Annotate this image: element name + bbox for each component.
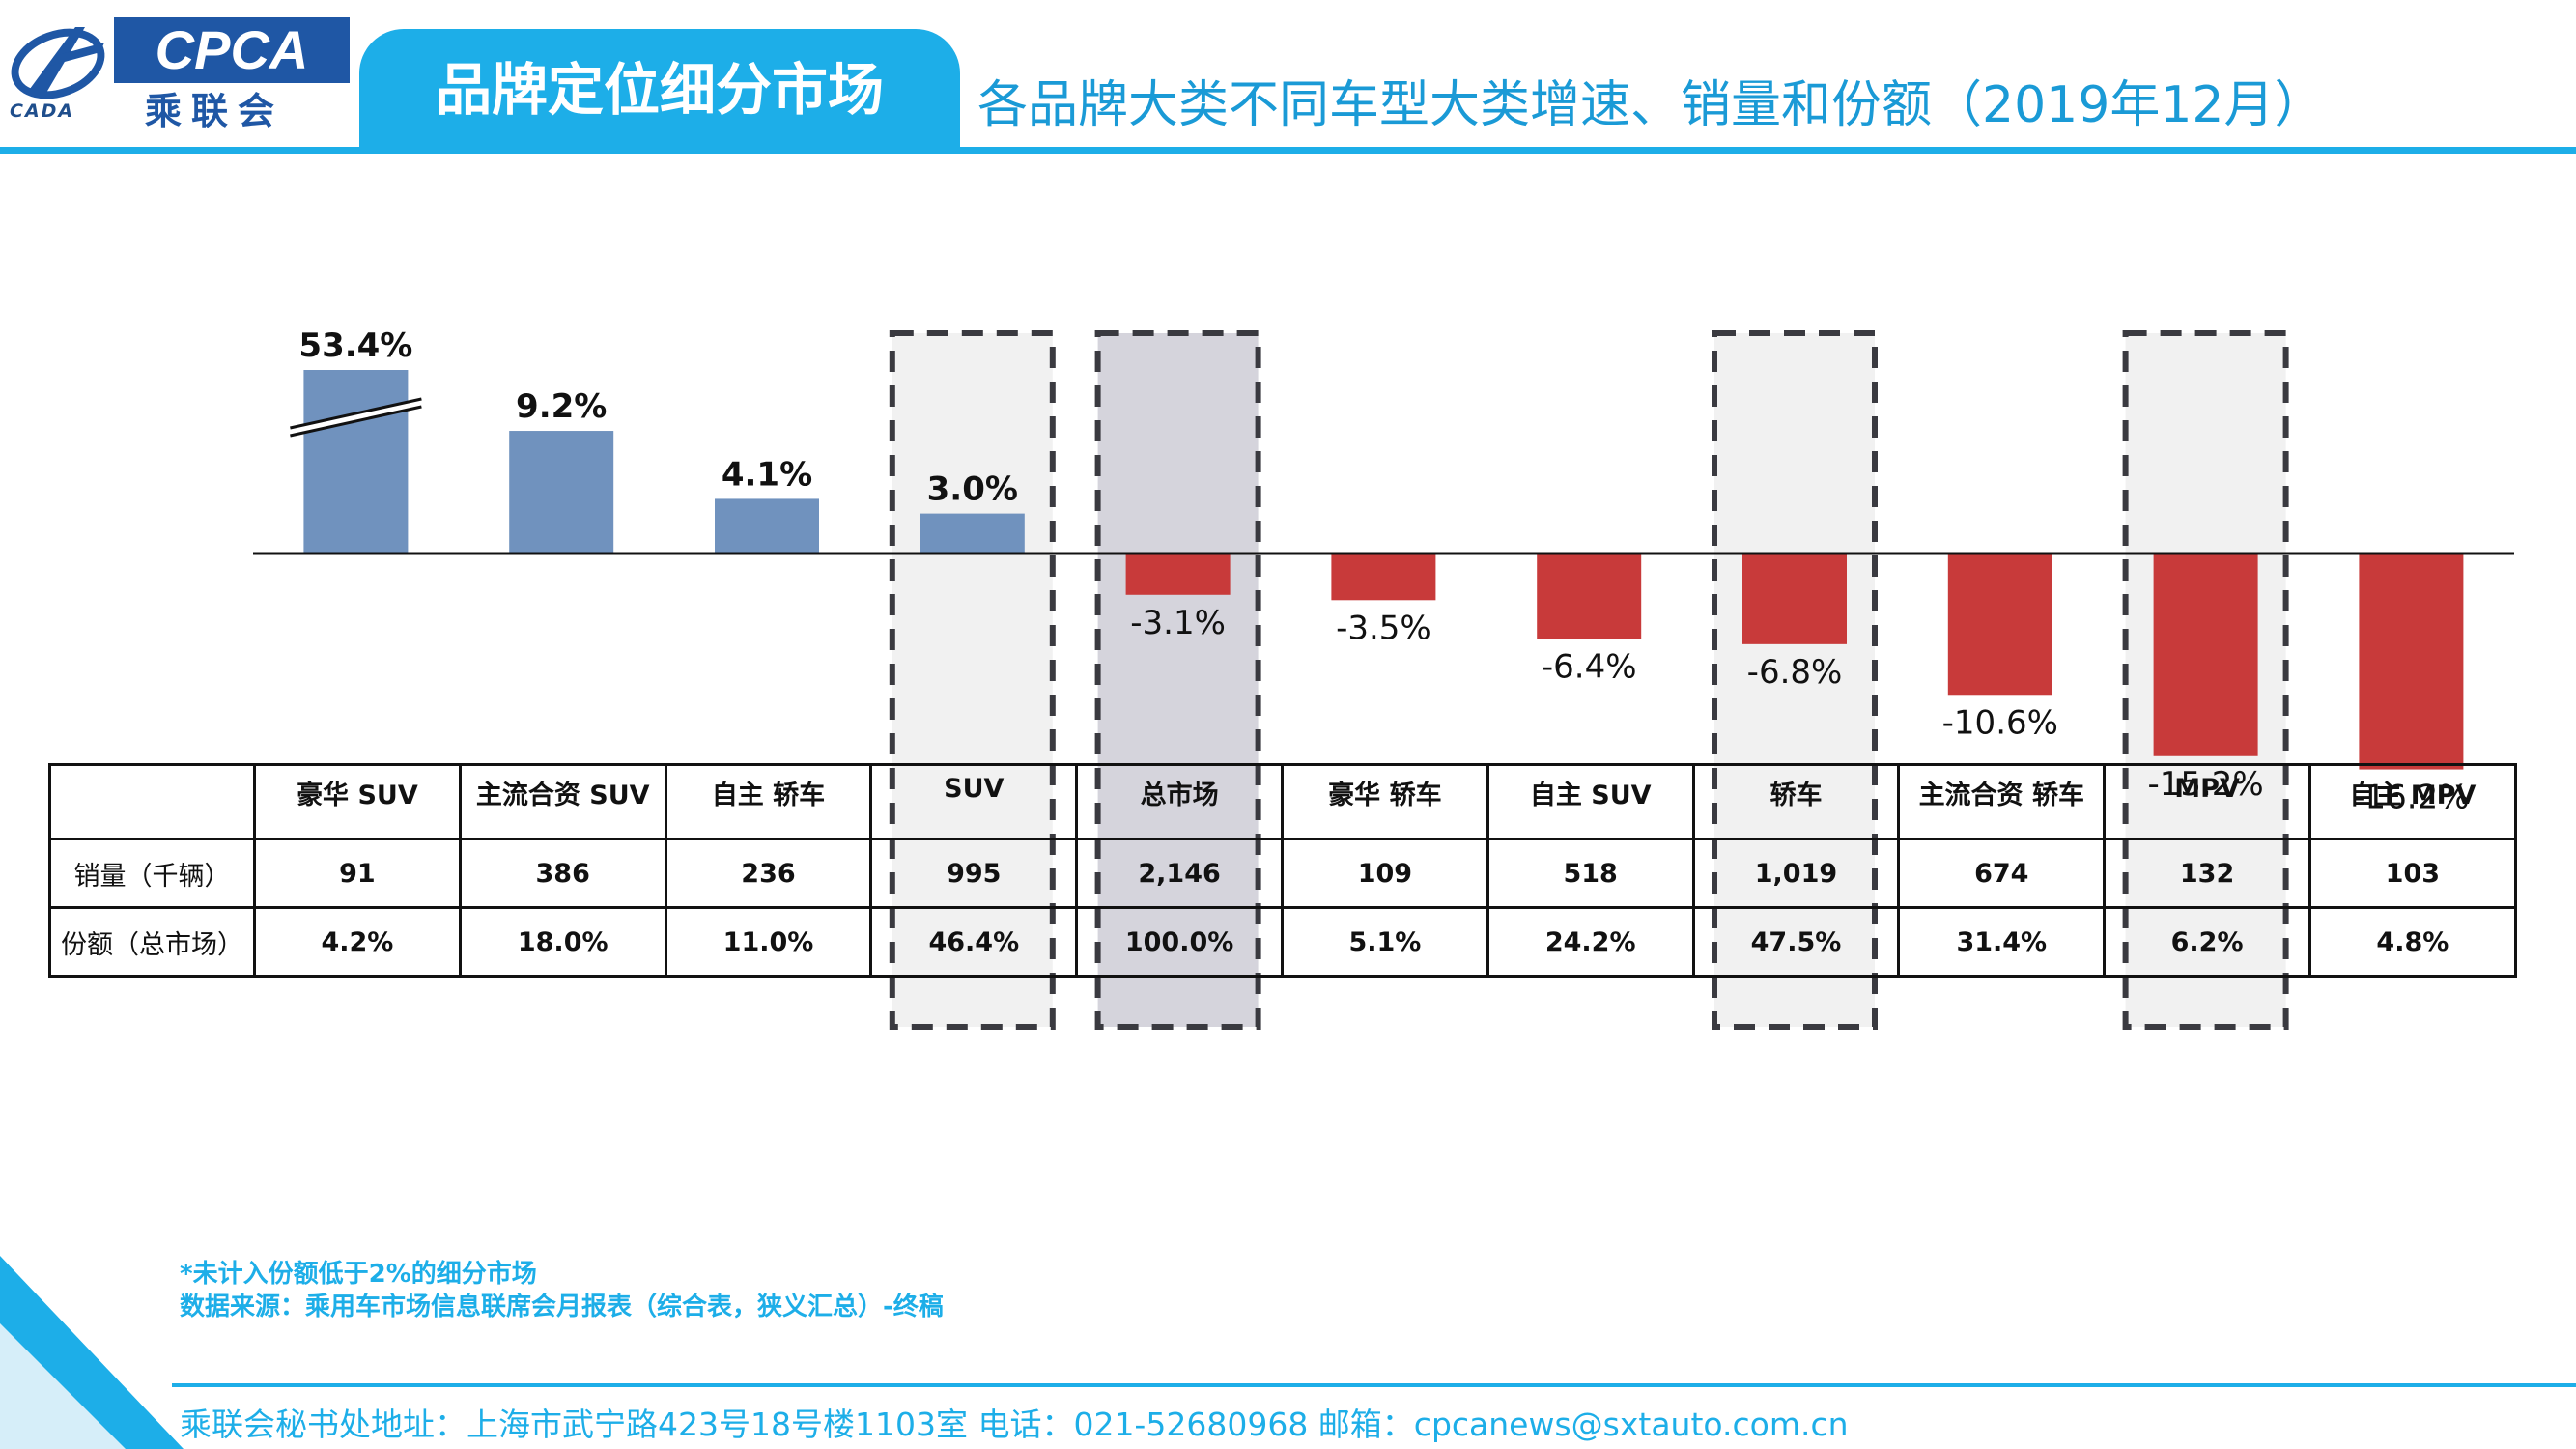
table-header-cell: 主流合资 SUV: [458, 763, 667, 840]
table-cell: 236: [664, 838, 873, 909]
table-header-row: 豪华 SUV 主流合资 SUV 自主 轿车 SUV 总市场 豪华 轿车 自主 SUV 轿车 主流…: [48, 763, 2517, 840]
table-cell: 109: [1280, 838, 1489, 909]
value-label: -3.5%: [1336, 609, 1431, 647]
cpca-emblem-icon: [11, 27, 105, 99]
table-row-label: 销量（千辆）: [48, 838, 256, 909]
table-cell: 518: [1486, 838, 1695, 909]
bars: [290, 370, 2464, 770]
table-cell: 31.4%: [1897, 906, 2107, 978]
table-cell: 132: [2103, 838, 2311, 909]
table-row: 份额（总市场） 4.2% 18.0% 11.0% 46.4% 100.0% 5.1% 24.2…: [48, 906, 2517, 978]
table-corner-cell: [48, 763, 256, 840]
bar: [509, 431, 614, 554]
logo-text-cn: 乘联会: [145, 90, 285, 132]
section-title-tab: 品牌定位细分市场: [359, 29, 960, 151]
table-cell: 4.8%: [2307, 906, 2517, 978]
table-cell: 674: [1897, 838, 2107, 909]
table-cell: 2,146: [1075, 838, 1284, 909]
bar: [920, 513, 1025, 554]
bar: [2359, 554, 2464, 770]
table-header-cell: 自主 SUV: [1486, 763, 1695, 840]
value-label: 4.1%: [722, 455, 812, 494]
logo-cpca-box: CPCA: [114, 17, 350, 83]
bar: [1537, 554, 1642, 639]
table-cell: 995: [869, 838, 1079, 909]
data-table: 豪华 SUV 主流合资 SUV 自主 轿车 SUV 总市场 豪华 轿车 自主 SUV 轿车 主流…: [48, 763, 2517, 978]
bar: [2153, 554, 2258, 756]
table-row: 销量（千辆） 91 386 236 995 2,146 109 518 1,019 674 132 1…: [48, 838, 2517, 909]
table-row-label: 份额（总市场）: [48, 906, 256, 978]
table-cell: 1,019: [1691, 838, 1901, 909]
page-subtitle: 各品牌大类不同车型大类增速、销量和份额（2019年12月）: [977, 76, 2325, 134]
table-cell: 103: [2307, 838, 2517, 909]
table-cell: 91: [253, 838, 462, 909]
bar: [1947, 554, 2052, 696]
value-label: 9.2%: [516, 387, 607, 426]
value-label: -10.6%: [1942, 703, 2058, 742]
value-label: -3.1%: [1130, 604, 1226, 642]
value-label: 3.0%: [927, 470, 1018, 509]
table-cell: 46.4%: [869, 906, 1079, 978]
section-title: 品牌定位细分市场: [435, 57, 884, 123]
logo: CADA CPCA 乘联会: [0, 0, 357, 145]
logo-sub-text: CADA: [10, 100, 75, 122]
table-cell: 24.2%: [1486, 906, 1695, 978]
bar: [303, 370, 409, 554]
table-header-cell: 主流合资 轿车: [1897, 763, 2107, 840]
logo-text-en: CPCA: [155, 19, 309, 80]
table-header-cell: 轿车: [1691, 763, 1901, 840]
table-header-cell: 自主 轿车: [664, 763, 873, 840]
table-header-cell: SUV: [869, 763, 1079, 840]
value-label: -6.8%: [1747, 653, 1843, 692]
table-cell: 18.0%: [458, 906, 667, 978]
footnote-exclusion: *未计入份额低于2%的细分市场: [180, 1260, 537, 1289]
header-divider: [0, 147, 2576, 154]
table-cell: 5.1%: [1280, 906, 1489, 978]
table-cell: 100.0%: [1075, 906, 1284, 978]
table-header-cell: MPV: [2103, 763, 2311, 840]
axis-break-mark: [290, 397, 422, 438]
corner-decoration-bottom-left: [0, 1256, 184, 1449]
table-header-cell: 豪华 SUV: [253, 763, 462, 840]
table-header-cell: 总市场: [1075, 763, 1284, 840]
bar: [1742, 554, 1847, 644]
table-cell: 47.5%: [1691, 906, 1901, 978]
value-label: -6.4%: [1542, 647, 1637, 686]
footer-contact: 乘联会秘书处地址：上海市武宁路423号18号楼1103室 电话：021-5268…: [180, 1406, 1849, 1443]
table-header-cell: 自主 MPV: [2307, 763, 2517, 840]
bar: [715, 498, 819, 554]
value-label: 53.4%: [298, 327, 412, 365]
footnote-source: 数据来源：乘用车市场信息联席会月报表（综合表，狭义汇总）-终稿: [180, 1293, 944, 1321]
table-cell: 6.2%: [2103, 906, 2311, 978]
table-header-cell: 豪华 轿车: [1280, 763, 1489, 840]
table-cell: 386: [458, 838, 667, 909]
bar: [1331, 554, 1436, 601]
table-cell: 11.0%: [664, 906, 873, 978]
table-cell: 4.2%: [253, 906, 462, 978]
footer-divider: [172, 1383, 2576, 1387]
bar: [1125, 554, 1231, 595]
